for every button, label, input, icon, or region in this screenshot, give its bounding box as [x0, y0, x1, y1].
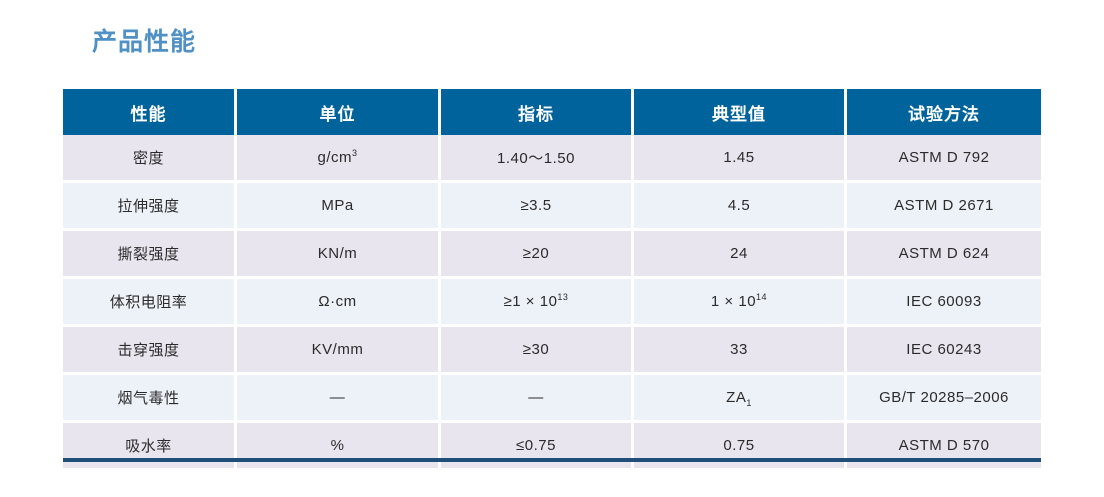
table-row: 拉伸强度 MPa ≥3.5 4.5 ASTM D 2671 — [63, 183, 1041, 231]
cell-typical: 4.5 — [634, 183, 847, 231]
cell-property: 烟气毒性 — [63, 375, 237, 423]
cell-spec: — — [441, 375, 634, 423]
cell-property-text: 体积电阻率 — [109, 294, 188, 311]
cell-property-text: 密度 — [132, 150, 164, 167]
cell-typical-exponent: 14 — [756, 292, 768, 302]
performance-table-container: 性能 单位 指标 典型值 试验方法 密度 g/cm3 1.40～1.50 1.45 AS… — [63, 89, 1041, 468]
cell-unit-text: — — [329, 389, 346, 406]
cell-method-text: IEC 60093 — [906, 293, 982, 310]
cell-unit: — — [237, 375, 441, 423]
cell-unit-text: g/cm — [317, 149, 352, 166]
cell-property: 体积电阻率 — [63, 279, 237, 327]
cell-method: GB/T 20285–2006 — [847, 375, 1041, 423]
column-header-unit: 单位 — [237, 89, 441, 135]
table-row: 烟气毒性 — — ZA1 GB/T 20285–2006 — [63, 375, 1041, 423]
cell-spec-text: ≥3.5 — [520, 197, 552, 214]
cell-typical-text: 4.5 — [727, 197, 751, 214]
cell-spec-text: — — [528, 389, 544, 406]
page-title: 产品性能 — [92, 28, 197, 56]
cell-property: 拉伸强度 — [63, 183, 237, 231]
table-row: 密度 g/cm3 1.40～1.50 1.45 ASTM D 792 — [63, 135, 1041, 183]
table-header-row: 性能 单位 指标 典型值 试验方法 — [63, 89, 1041, 135]
table-row: 体积电阻率 Ω·cm ≥1 × 1013 1 × 1014 IEC 60093 — [63, 279, 1041, 327]
table-body: 密度 g/cm3 1.40～1.50 1.45 ASTM D 792 拉伸强度 MPa ≥3.… — [63, 135, 1041, 468]
cell-unit: Ω·cm — [237, 279, 441, 327]
cell-property-text: 烟气毒性 — [117, 390, 180, 407]
cell-spec-exponent: 13 — [557, 292, 569, 302]
cell-property-text: 击穿强度 — [117, 342, 180, 359]
cell-typical: 1.45 — [634, 135, 847, 183]
cell-unit: KV/mm — [237, 327, 441, 375]
cell-spec-text: ≥30 — [522, 341, 550, 358]
cell-unit: KN/m — [237, 231, 441, 279]
column-header-typical: 典型值 — [634, 89, 847, 135]
cell-spec: 1.40～1.50 — [441, 135, 634, 183]
cell-method-text: ASTM D 624 — [898, 245, 990, 262]
cell-typical-text: 24 — [730, 245, 748, 262]
cell-unit: MPa — [237, 183, 441, 231]
cell-typical-subscript: 1 — [746, 398, 752, 408]
cell-unit-exponent: 3 — [352, 148, 358, 158]
cell-unit-text: KV/mm — [311, 341, 364, 358]
cell-method-text: ASTM D 570 — [898, 437, 990, 454]
cell-property-text: 撕裂强度 — [117, 246, 180, 263]
cell-unit-text: % — [330, 437, 345, 454]
cell-typical-text: 1.45 — [723, 149, 755, 166]
cell-typical-text: 33 — [730, 341, 748, 358]
cell-typical: 33 — [634, 327, 847, 375]
cell-spec: ≥1 × 1013 — [441, 279, 634, 327]
cell-method-text: ASTM D 2671 — [894, 197, 994, 214]
cell-typical-text: ZA — [726, 389, 747, 406]
cell-spec-text: ≥20 — [522, 245, 550, 262]
cell-typical: ZA1 — [634, 375, 847, 423]
cell-property: 密度 — [63, 135, 237, 183]
cell-unit-text: KN/m — [317, 245, 358, 262]
cell-method: IEC 60093 — [847, 279, 1041, 327]
cell-unit-text: Ω·cm — [318, 293, 357, 310]
cell-method: ASTM D 792 — [847, 135, 1041, 183]
table-row: 撕裂强度 KN/m ≥20 24 ASTM D 624 — [63, 231, 1041, 279]
cell-property-text: 拉伸强度 — [117, 198, 180, 215]
cell-unit: g/cm3 — [237, 135, 441, 183]
performance-table: 性能 单位 指标 典型值 试验方法 密度 g/cm3 1.40～1.50 1.45 AS… — [63, 89, 1041, 468]
cell-spec-text: ≤0.75 — [516, 437, 556, 454]
column-header-method: 试验方法 — [847, 89, 1041, 135]
column-header-spec: 指标 — [441, 89, 634, 135]
cell-spec: ≥20 — [441, 231, 634, 279]
column-header-property: 性能 — [63, 89, 237, 135]
cell-typical-text: 1 × 10 — [710, 293, 757, 310]
table-header: 性能 单位 指标 典型值 试验方法 — [63, 89, 1041, 135]
cell-spec: ≥30 — [441, 327, 634, 375]
cell-spec-text: ≥1 × 10 — [503, 293, 558, 310]
cell-property: 撕裂强度 — [63, 231, 237, 279]
table-row: 击穿强度 KV/mm ≥30 33 IEC 60243 — [63, 327, 1041, 375]
cell-method: ASTM D 2671 — [847, 183, 1041, 231]
cell-method: IEC 60243 — [847, 327, 1041, 375]
cell-method-text: ASTM D 792 — [898, 149, 990, 166]
cell-spec-text: 1.40～1.50 — [497, 150, 575, 167]
cell-spec: ≥3.5 — [441, 183, 634, 231]
cell-method: ASTM D 624 — [847, 231, 1041, 279]
cell-typical: 1 × 1014 — [634, 279, 847, 327]
cell-typical: 24 — [634, 231, 847, 279]
cell-property: 击穿强度 — [63, 327, 237, 375]
cell-method-text: IEC 60243 — [906, 341, 982, 358]
cell-property-text: 吸水率 — [125, 438, 172, 455]
cell-unit-text: MPa — [321, 197, 354, 214]
cell-method-text: GB/T 20285–2006 — [879, 389, 1009, 406]
cell-typical-text: 0.75 — [723, 437, 755, 454]
table-bottom-rule — [63, 458, 1041, 462]
